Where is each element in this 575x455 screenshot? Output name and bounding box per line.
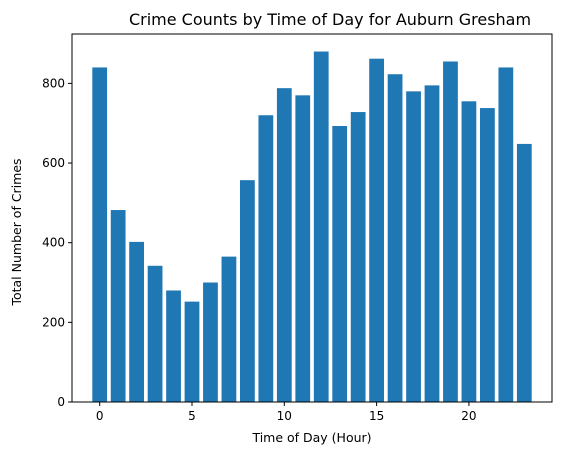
x-tick-label: 20 bbox=[461, 409, 476, 423]
bar-hour-13 bbox=[332, 126, 348, 402]
bar-hour-1 bbox=[110, 210, 126, 402]
bar-hour-6 bbox=[203, 282, 218, 402]
bar-hour-10 bbox=[276, 88, 292, 403]
x-axis-label: Time of Day (Hour) bbox=[251, 430, 371, 445]
bar-hour-18 bbox=[424, 85, 440, 403]
bar-hour-8 bbox=[240, 180, 255, 402]
bar-hour-14 bbox=[350, 112, 366, 402]
chart-title: Crime Counts by Time of Day for Auburn G… bbox=[129, 10, 531, 29]
bars-group bbox=[92, 51, 532, 403]
bar-hour-15 bbox=[369, 58, 384, 403]
bar-hour-17 bbox=[406, 91, 421, 402]
bar-hour-11 bbox=[295, 95, 311, 402]
y-axis: 0 200 400 600 800 bbox=[42, 76, 72, 409]
bar-hour-20 bbox=[461, 101, 477, 402]
bar-hour-21 bbox=[480, 108, 495, 403]
x-axis: 0 5 10 15 20 bbox=[96, 402, 477, 423]
bar-hour-0 bbox=[92, 67, 108, 403]
bar-hour-5 bbox=[184, 301, 200, 402]
bar-hour-7 bbox=[221, 256, 237, 402]
bar-hour-23 bbox=[516, 143, 532, 403]
bar-hour-4 bbox=[166, 290, 181, 402]
y-tick-label: 800 bbox=[42, 76, 65, 90]
bar-hour-22 bbox=[498, 67, 514, 403]
y-tick-label: 600 bbox=[42, 156, 65, 170]
x-tick-label: 10 bbox=[277, 409, 292, 423]
bar-hour-9 bbox=[258, 115, 274, 402]
plot-frame bbox=[71, 33, 553, 403]
y-axis-label: Total Number of Crimes bbox=[9, 158, 24, 306]
y-tick-label: 0 bbox=[57, 395, 65, 409]
x-tick-label: 0 bbox=[96, 409, 104, 423]
bar-hour-12 bbox=[313, 51, 329, 403]
bar-hour-19 bbox=[443, 61, 458, 402]
x-tick-label: 15 bbox=[369, 409, 384, 423]
bar-hour-16 bbox=[387, 74, 403, 403]
x-tick-label: 5 bbox=[188, 409, 196, 423]
bar-hour-3 bbox=[147, 265, 163, 402]
y-tick-label: 200 bbox=[42, 315, 65, 329]
y-tick-label: 400 bbox=[42, 236, 65, 250]
bar-hour-2 bbox=[129, 241, 144, 402]
